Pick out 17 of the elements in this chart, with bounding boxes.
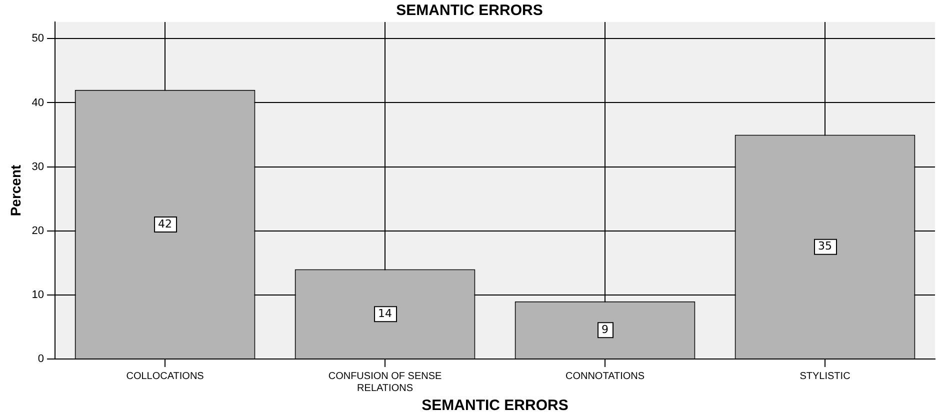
data-label: 14 <box>378 307 392 320</box>
y-tick-label: 40 <box>32 96 44 109</box>
x-axis-title: SEMANTIC ERRORS <box>422 397 568 414</box>
x-tick-label: STYLISTIC <box>800 370 850 382</box>
y-tick-label: 10 <box>32 288 44 301</box>
x-tick-label: CONFUSION OF SENSE RELATIONS <box>328 370 442 394</box>
y-axis-title: Percent <box>7 164 24 216</box>
y-tick-label: 0 <box>38 353 44 366</box>
y-tick-label: 20 <box>32 224 44 237</box>
data-label: 42 <box>158 217 172 230</box>
chart-title: SEMANTIC ERRORS <box>396 2 543 20</box>
data-label: 9 <box>602 323 609 336</box>
x-tick-label: COLLOCATIONS <box>126 370 204 382</box>
x-tick-label: CONNOTATIONS <box>565 370 645 382</box>
y-tick-label: 30 <box>32 160 44 173</box>
y-tick-label: 50 <box>32 32 44 45</box>
data-label: 35 <box>818 240 832 253</box>
